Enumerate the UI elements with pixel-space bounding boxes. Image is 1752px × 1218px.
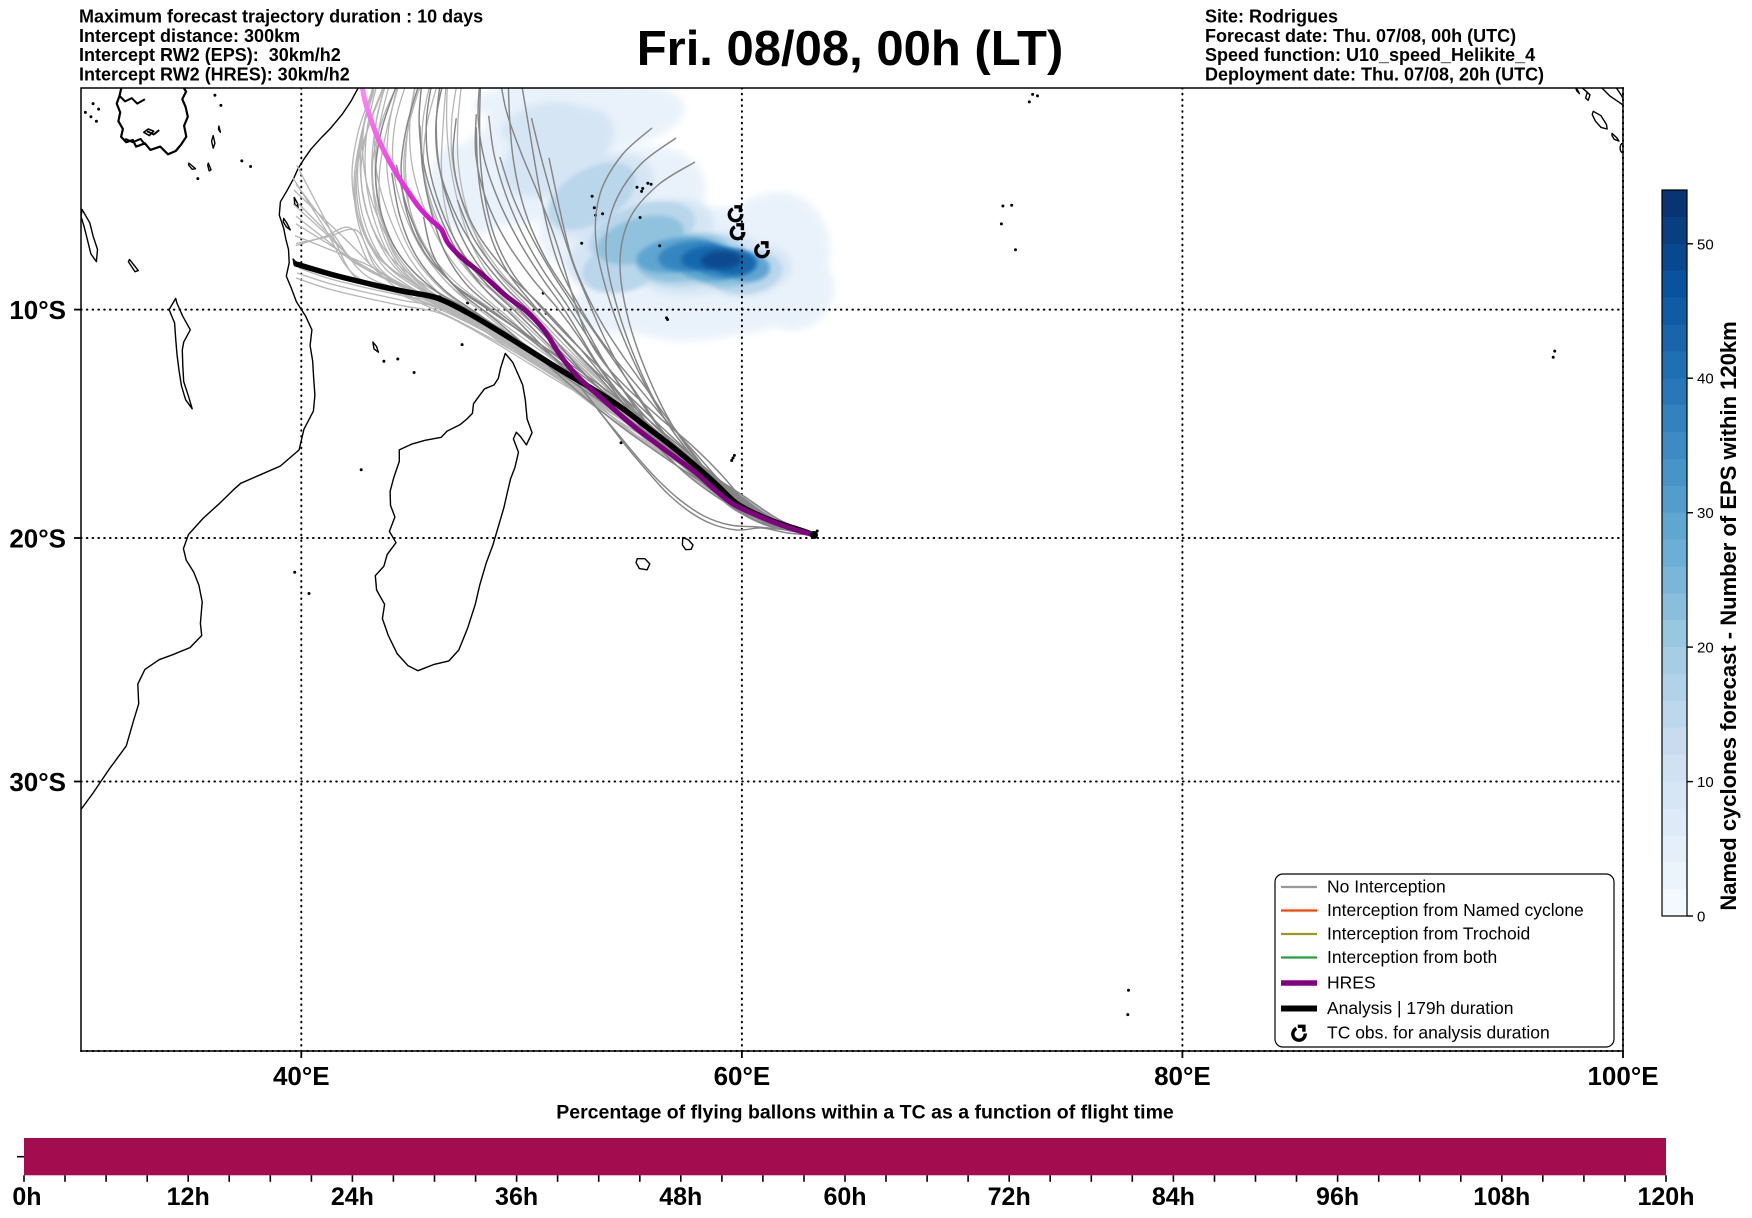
svg-text:60h: 60h	[823, 1183, 866, 1211]
svg-text:20: 20	[1697, 640, 1714, 657]
svg-text:No Interception: No Interception	[1327, 877, 1446, 897]
svg-text:Speed function: U10_speed_Heli: Speed function: U10_speed_Helikite_4	[1205, 45, 1535, 65]
svg-text:HRES: HRES	[1327, 973, 1376, 993]
svg-text:Site: Rodrigues: Site: Rodrigues	[1205, 6, 1338, 26]
svg-text:30°S: 30°S	[9, 767, 66, 797]
svg-text:Deployment date: Thu. 07/08, 2: Deployment date: Thu. 07/08, 20h (UTC)	[1205, 65, 1544, 85]
svg-text:20°S: 20°S	[9, 523, 66, 553]
svg-text:TC obs. for analysis duration: TC obs. for analysis duration	[1327, 1023, 1550, 1043]
svg-text:60°E: 60°E	[714, 1061, 771, 1091]
svg-text:72h: 72h	[988, 1183, 1031, 1211]
svg-text:Intercept RW2 (HRES): 30km/h2: Intercept RW2 (HRES): 30km/h2	[79, 65, 350, 85]
svg-text:50: 50	[1697, 236, 1714, 253]
svg-text:Intercept distance: 300km: Intercept distance: 300km	[79, 26, 300, 46]
svg-text:Interception from Named cyclon: Interception from Named cyclone	[1327, 900, 1584, 920]
svg-text:80°E: 80°E	[1154, 1061, 1211, 1091]
svg-text:12h: 12h	[167, 1183, 210, 1211]
svg-text:Intercept RW2 (EPS): 30km/h2: Intercept RW2 (EPS): 30km/h2	[79, 45, 341, 65]
svg-text:0: 0	[1697, 909, 1705, 926]
svg-text:Analysis | 179h duration: Analysis | 179h duration	[1327, 998, 1513, 1018]
svg-text:30: 30	[1697, 505, 1714, 522]
svg-text:40°E: 40°E	[273, 1061, 330, 1091]
svg-text:84h: 84h	[1152, 1183, 1195, 1211]
svg-text:120h: 120h	[1638, 1183, 1695, 1211]
svg-text:40: 40	[1697, 371, 1714, 388]
svg-text:Interception from both: Interception from both	[1327, 947, 1497, 967]
svg-text:10: 10	[1697, 774, 1714, 791]
svg-text:108h: 108h	[1473, 1183, 1530, 1211]
svg-text:24h: 24h	[331, 1183, 374, 1211]
svg-text:Named cyclones forecast - Numb: Named cyclones forecast - Number of EPS …	[1716, 321, 1741, 910]
svg-text:Percentage of flying ballons w: Percentage of flying ballons within a TC…	[556, 1102, 1174, 1124]
svg-text:Maximum forecast trajectory du: Maximum forecast trajectory duration : 1…	[79, 6, 483, 26]
svg-text:10°S: 10°S	[9, 295, 66, 325]
svg-text:0h: 0h	[12, 1183, 41, 1211]
svg-text:Fri. 08/08, 00h (LT): Fri. 08/08, 00h (LT)	[637, 22, 1064, 76]
svg-text:48h: 48h	[659, 1183, 702, 1211]
svg-text:Forecast date: Thu. 07/08, 00h: Forecast date: Thu. 07/08, 00h (UTC)	[1205, 26, 1516, 46]
svg-text:100°E: 100°E	[1587, 1061, 1658, 1091]
svg-text:36h: 36h	[495, 1183, 538, 1211]
svg-text:96h: 96h	[1316, 1183, 1359, 1211]
svg-text:Interception from Trochoid: Interception from Trochoid	[1327, 924, 1530, 944]
